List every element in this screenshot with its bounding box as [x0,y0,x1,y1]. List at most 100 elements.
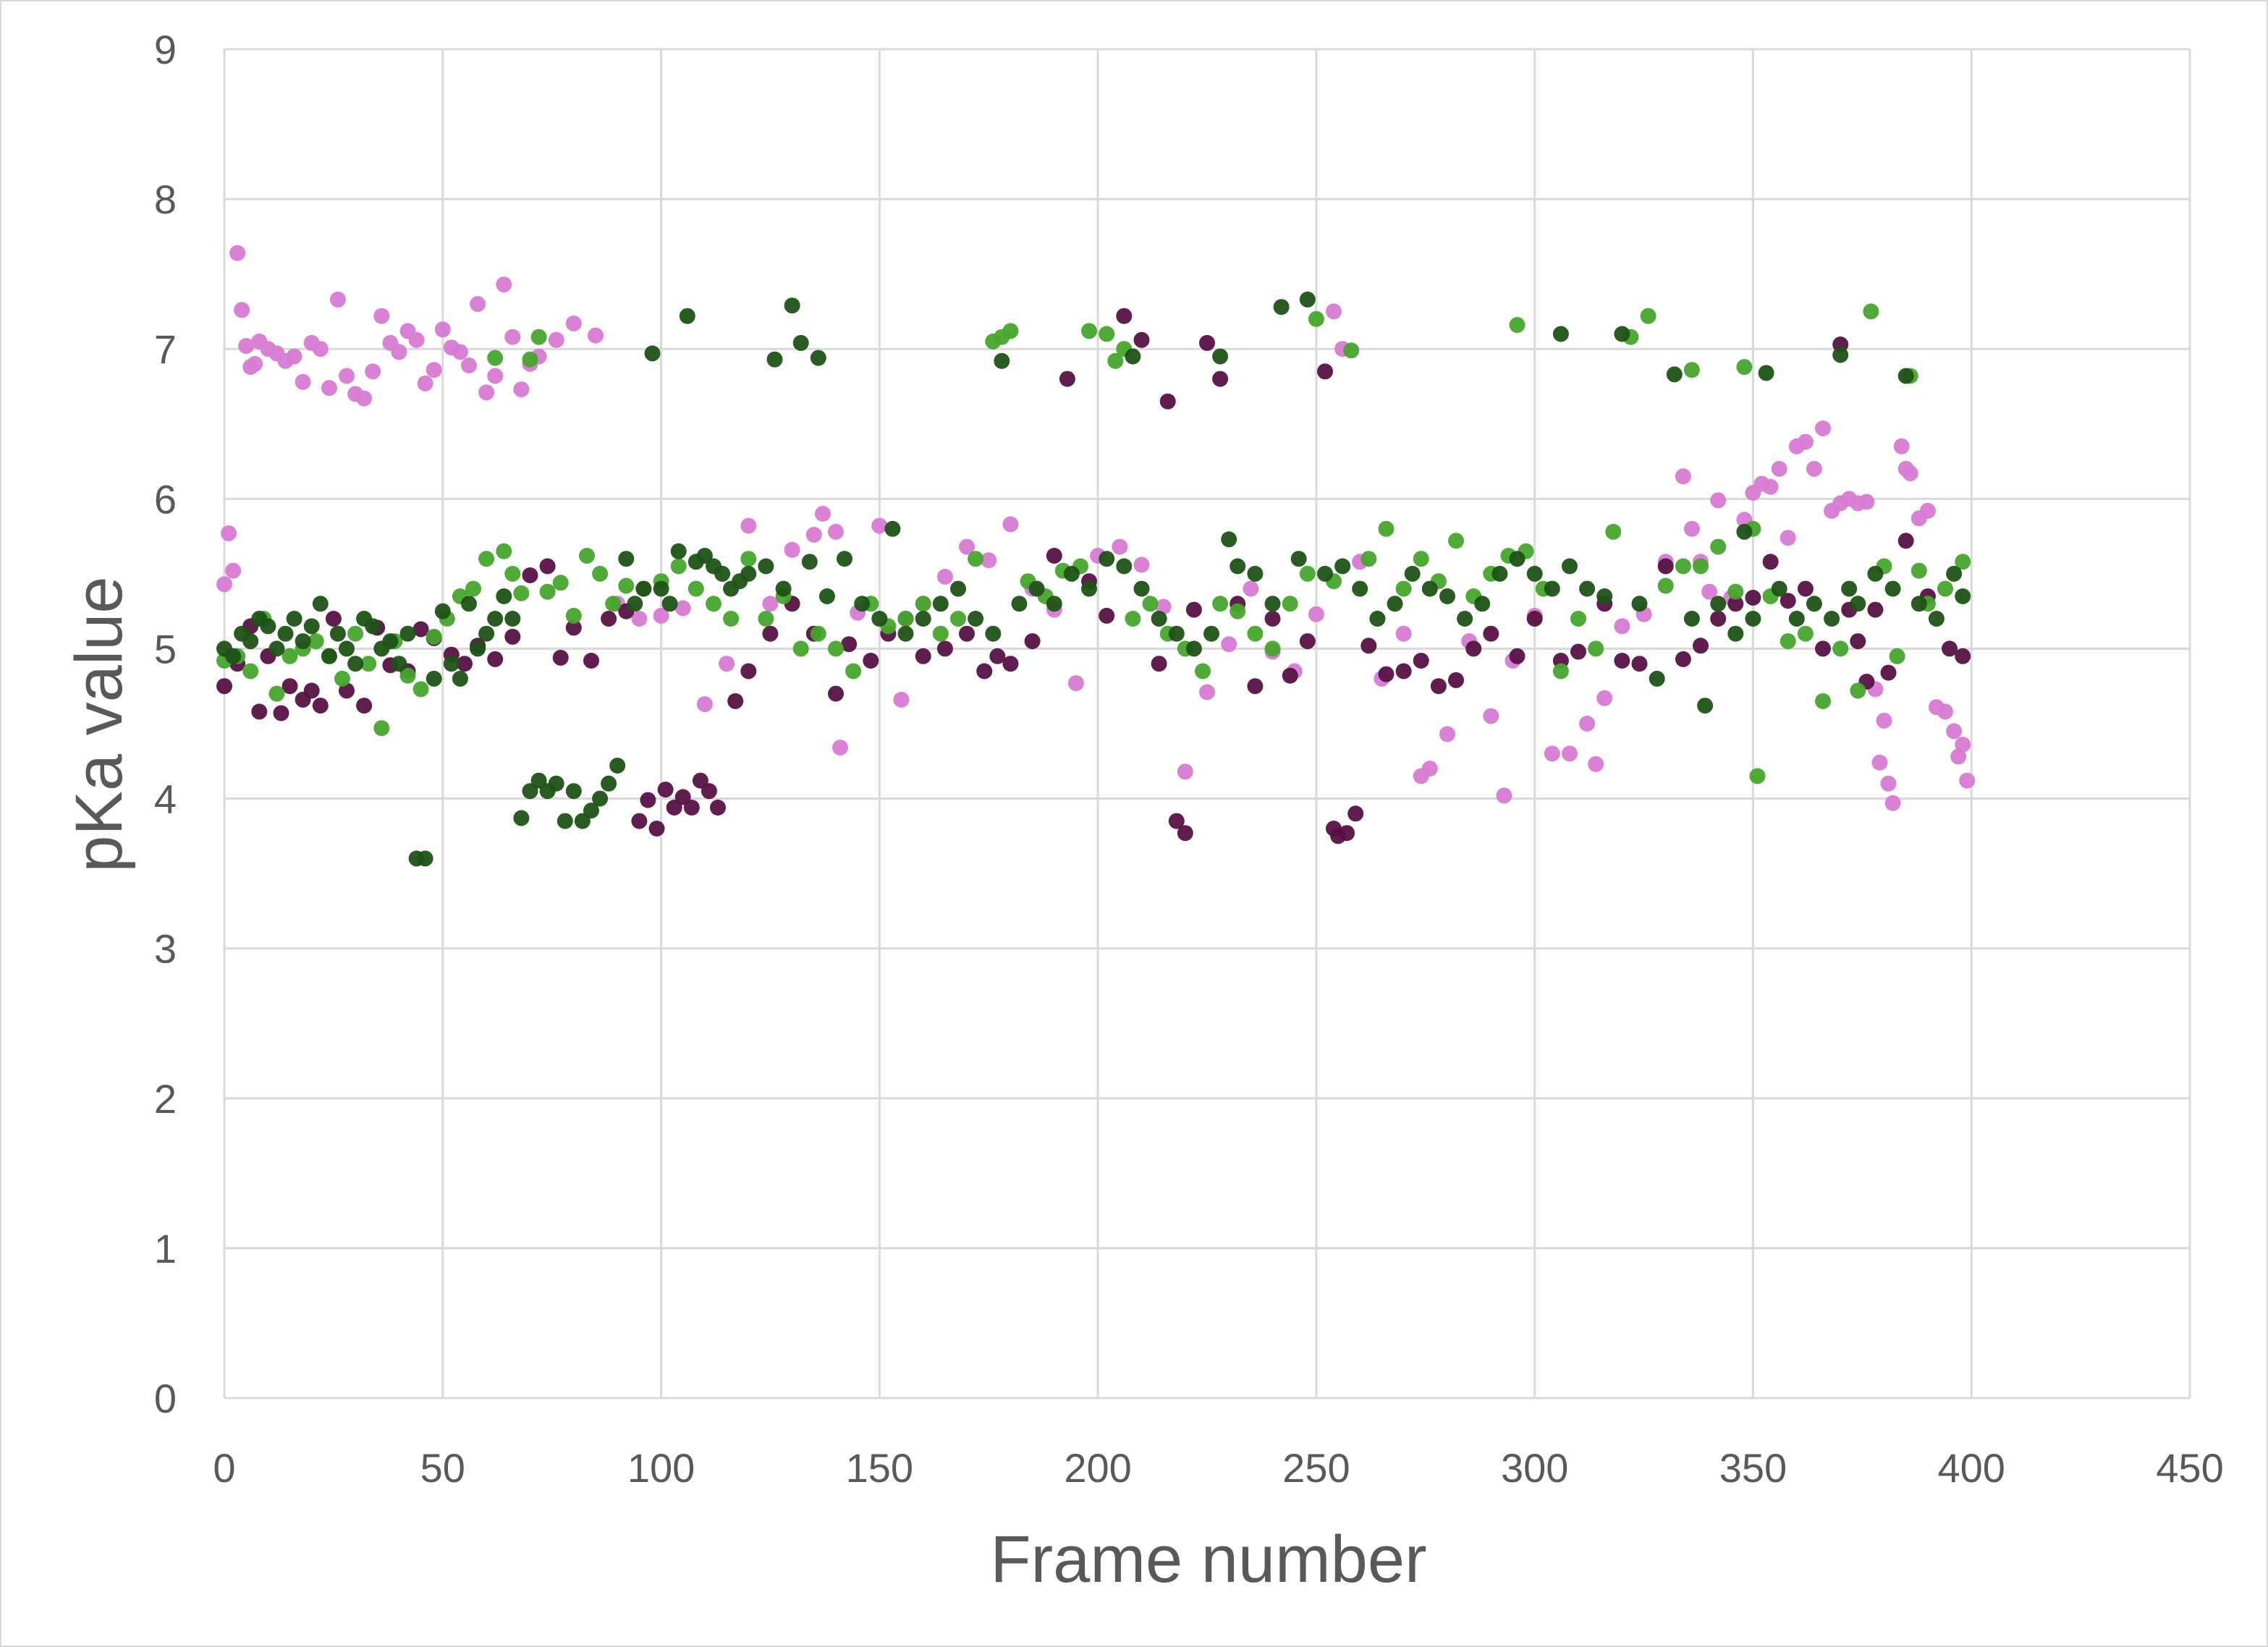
data-point [1942,640,1958,657]
data-point [417,850,433,867]
x-tick-label: 250 [1282,1445,1350,1491]
data-point [1151,656,1167,672]
data-point [871,517,888,534]
data-point [1745,611,1761,627]
data-point [854,596,871,612]
data-point [1596,690,1613,706]
data-point [487,368,504,384]
data-point [1465,640,1482,657]
data-point [1771,580,1787,597]
data-point [1247,678,1264,695]
data-point [1614,653,1630,669]
data-point [884,520,901,537]
data-point [1404,565,1421,582]
data-point [1544,745,1560,762]
data-point [1395,625,1412,642]
data-point [1247,565,1264,582]
data-point [1063,565,1080,582]
data-point [1710,611,1727,627]
data-point [221,525,237,541]
data-point [1867,565,1884,582]
data-point [1562,558,1578,575]
data-point [347,625,364,642]
data-point [618,577,635,594]
data-point [1884,580,1901,597]
data-point [1579,580,1596,597]
data-point [1378,520,1395,537]
data-point [504,565,521,582]
x-tick-label: 150 [846,1445,913,1491]
data-point [1693,558,1709,575]
data-point [893,691,910,708]
data-point [1736,359,1753,376]
data-point [513,585,530,601]
data-point [828,640,844,657]
data-point [1002,516,1019,533]
data-point [1841,580,1858,597]
data-point [1683,520,1700,537]
data-point [1378,666,1395,682]
data-point [1806,460,1822,477]
data-point [1858,494,1875,510]
data-point [1317,565,1333,582]
data-point [968,551,984,567]
data-point [1657,577,1674,594]
data-point [579,548,595,564]
x-tick-label: 0 [213,1445,235,1491]
data-point [1771,460,1787,477]
data-point [1640,308,1656,324]
data-point [950,580,966,597]
data-point [1675,468,1691,485]
y-tick-label: 0 [154,1376,177,1421]
data-point [792,334,809,351]
data-point [334,670,350,687]
data-point [1326,303,1342,320]
data-point [1950,748,1967,765]
data-point [758,611,774,627]
data-point [242,633,259,650]
data-point [592,790,609,807]
data-point [687,580,704,597]
data-point [308,633,324,650]
data-point [871,611,888,627]
data-point [478,551,495,567]
data-point [1911,562,1927,579]
data-point [1509,648,1526,664]
data-point [1780,530,1796,546]
data-point [443,656,460,672]
data-point [775,580,792,597]
data-point [539,558,556,575]
data-point [601,611,617,627]
data-point [365,363,381,380]
data-point [1439,588,1455,604]
data-point [1657,558,1674,575]
data-point [1614,326,1630,342]
data-point [522,351,538,368]
data-point [1850,633,1866,650]
series-1 [216,245,1976,811]
data-point [339,368,355,384]
data-point [321,648,337,664]
data-point [1758,365,1774,381]
data-point [1762,554,1779,570]
data-point [1151,611,1167,627]
data-point [1264,596,1281,612]
data-point [1133,580,1150,597]
data-point [1199,334,1215,351]
data-point [504,329,521,345]
data-point [1509,317,1526,334]
data-point [513,381,530,398]
data-point [631,611,648,627]
data-point [601,775,617,792]
data-point [740,663,757,679]
y-tick-label: 9 [154,27,177,72]
data-point [557,813,573,829]
data-point [627,596,643,612]
series-3 [216,303,1971,784]
data-point [1421,580,1438,597]
data-point [426,628,442,645]
data-point [1334,558,1351,575]
data-point [457,656,473,672]
data-point [710,800,726,816]
